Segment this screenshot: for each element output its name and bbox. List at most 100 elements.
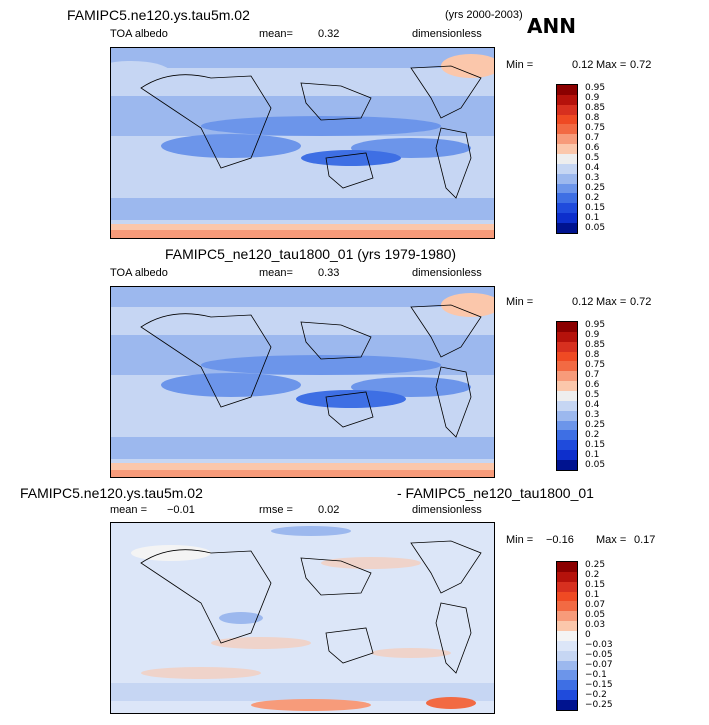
panel3-colorbar	[556, 561, 578, 711]
colorbar-swatch	[557, 690, 577, 701]
panel1-min-label: Min =	[506, 59, 534, 71]
colorbar-level-label: 0.2	[585, 570, 600, 580]
colorbar-swatch	[557, 601, 577, 612]
colorbar-swatch	[557, 361, 577, 372]
colorbar-swatch	[557, 104, 577, 115]
colorbar-swatch	[557, 203, 577, 214]
colorbar-swatch	[557, 660, 577, 671]
colorbar-level-label: −0.07	[585, 660, 613, 670]
panel2-max-value: 0.72	[630, 296, 652, 308]
panel1-units: dimensionless	[412, 28, 482, 40]
panel3-mean-label: mean =	[110, 504, 147, 516]
colorbar-level-label: −0.05	[585, 650, 613, 660]
colorbar-swatch	[557, 114, 577, 125]
panel3-title-left: FAMIPC5.ne120.ys.tau5m.02	[20, 485, 203, 501]
colorbar-level-label: 0.25	[585, 183, 606, 193]
panel2-mean-label: mean=	[259, 267, 293, 279]
panel3-min-label: Min =	[506, 534, 534, 546]
colorbar-swatch	[557, 391, 577, 401]
colorbar-swatch	[557, 381, 577, 392]
colorbar-level-label: 0.2	[585, 193, 600, 203]
colorbar-swatch	[557, 680, 577, 691]
colorbar-level-label: 0.85	[585, 340, 606, 350]
colorbar-level-label: 0.25	[585, 420, 606, 430]
colorbar-swatch	[557, 341, 577, 352]
colorbar-level-label: 0.95	[585, 320, 606, 330]
colorbar-level-label: 0.3	[585, 410, 600, 420]
colorbar-level-label: 0.3	[585, 173, 600, 183]
colorbar-level-label: 0.75	[585, 123, 606, 133]
colorbar-level-label: 0.7	[585, 370, 600, 380]
colorbar-level-label: 0.75	[585, 360, 606, 370]
colorbar-swatch	[557, 611, 577, 622]
colorbar-level-label: −0.1	[585, 670, 607, 680]
panel3-mean-value: −0.01	[167, 504, 195, 516]
colorbar-level-label: 0.8	[585, 350, 600, 360]
colorbar-swatch	[557, 581, 577, 592]
colorbar-swatch	[557, 173, 577, 184]
panel2-min-value: 0.12	[572, 296, 594, 308]
colorbar-swatch	[557, 183, 577, 194]
colorbar-swatch	[557, 400, 577, 411]
panel2-map-field	[111, 287, 494, 477]
colorbar-swatch	[557, 213, 577, 224]
colorbar-swatch	[557, 640, 577, 651]
panel1-max-value: 0.72	[630, 59, 652, 71]
colorbar-swatch	[557, 571, 577, 582]
colorbar-swatch	[557, 154, 577, 164]
panel3-units: dimensionless	[412, 504, 482, 516]
panel1-mean-label: mean=	[259, 28, 293, 40]
colorbar-level-label: 0.1	[585, 450, 600, 460]
colorbar-level-label: 0.5	[585, 153, 600, 163]
colorbar-swatch	[557, 223, 577, 233]
panel1-years: (yrs 2000-2003)	[445, 9, 523, 21]
colorbar-level-label: 0.8	[585, 113, 600, 123]
colorbar-swatch	[557, 440, 577, 451]
colorbar-level-label: 0.05	[585, 610, 606, 620]
colorbar-swatch	[557, 621, 577, 632]
panel2-map	[110, 286, 495, 478]
colorbar-swatch	[557, 670, 577, 681]
panel3-map	[110, 522, 495, 714]
colorbar-swatch	[557, 351, 577, 362]
colorbar-level-label: 0.05	[585, 223, 606, 233]
colorbar-level-label: 0.85	[585, 103, 606, 113]
panel1-map	[110, 47, 495, 239]
colorbar-swatch	[557, 700, 577, 710]
colorbar-swatch	[557, 134, 577, 145]
colorbar-level-label: 0.15	[585, 440, 606, 450]
colorbar-level-label: −0.15	[585, 680, 613, 690]
colorbar-level-label: 0.2	[585, 430, 600, 440]
colorbar-level-label: 0.15	[585, 580, 606, 590]
panel1-colorbar	[556, 84, 578, 234]
panel2-title: FAMIPC5_ne120_tau1800_01 (yrs 1979-1980)	[165, 246, 457, 262]
panel1-title: FAMIPC5.ne120.ys.tau5m.02	[67, 7, 250, 23]
colorbar-swatch	[557, 631, 577, 641]
colorbar-level-label: 0.15	[585, 203, 606, 213]
colorbar-level-label: 0.1	[585, 213, 600, 223]
colorbar-swatch	[557, 331, 577, 342]
panel3-min-value: −0.16	[546, 534, 574, 546]
colorbar-swatch	[557, 163, 577, 174]
panel2-units: dimensionless	[412, 267, 482, 279]
colorbar-level-label: 0.1	[585, 590, 600, 600]
panel2-colorbar	[556, 321, 578, 471]
colorbar-swatch	[557, 124, 577, 135]
panel2-mean-value: 0.33	[318, 267, 340, 279]
colorbar-level-label: 0.9	[585, 93, 600, 103]
colorbar-level-label: 0.07	[585, 600, 606, 610]
colorbar-level-label: 0.25	[585, 560, 606, 570]
panel3-map-field	[111, 523, 494, 713]
colorbar-level-label: 0.4	[585, 400, 600, 410]
colorbar-swatch	[557, 420, 577, 431]
colorbar-swatch	[557, 144, 577, 155]
colorbar-level-label: −0.25	[585, 700, 613, 710]
colorbar-level-label: 0.6	[585, 380, 600, 390]
panel3-rmse-value: 0.02	[318, 504, 340, 516]
panel3-title-right: - FAMIPC5_ne120_tau1800_01	[397, 485, 594, 501]
panel3-rmse-label: rmse =	[259, 504, 293, 516]
panel1-mean-value: 0.32	[318, 28, 340, 40]
colorbar-swatch	[557, 322, 577, 332]
colorbar-swatch	[557, 591, 577, 602]
panel3-max-value: 0.17	[634, 534, 656, 546]
